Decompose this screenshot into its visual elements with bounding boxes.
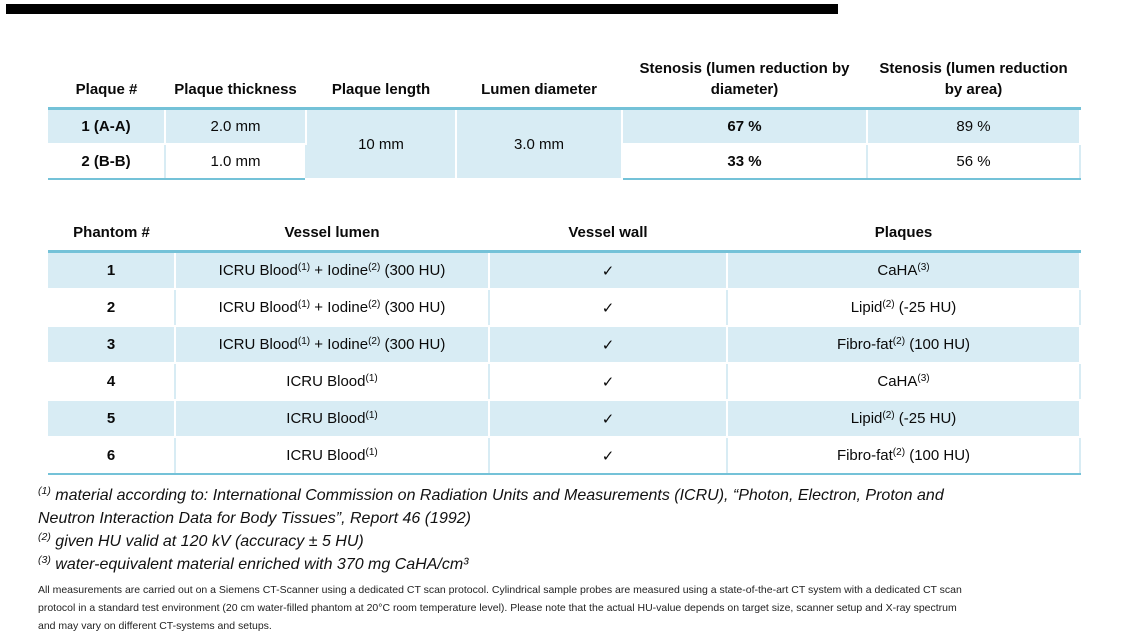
plaques-cell: Fibro-fat(2) (100 HU): [727, 437, 1081, 475]
header-stenosis-area: Stenosis (lumen reduction by area): [867, 56, 1080, 110]
plaque-table-header-row: Plaque # Plaque thickness Plaque length …: [48, 56, 1080, 110]
footnote-marker: (2): [38, 531, 51, 543]
vessel-lumen-cell: ICRU Blood(1) + Iodine(2) (300 HU): [175, 289, 490, 327]
phantom-table-row: 1 ICRU Blood(1) + Iodine(2) (300 HU) ✓ CaHA…: [48, 251, 1081, 290]
top-black-bar: [6, 4, 838, 14]
vessel-wall-check: ✓: [489, 400, 728, 438]
plaques-cell: Lipid(2) (-25 HU): [727, 289, 1081, 327]
lumen-diameter-cell: 3.0 mm: [456, 108, 623, 180]
phantom-number-cell: 6: [48, 437, 176, 475]
plaque-table-row: 2 (B-B) 1.0 mm 33 % 56 %: [48, 144, 1081, 180]
header-plaques: Plaques: [727, 206, 1080, 253]
phantom-number-cell: 1: [48, 251, 176, 290]
phantom-table-row: 6 ICRU Blood(1) ✓ Fibro-fat(2) (100 HU): [48, 437, 1081, 475]
footnote: (3) water-equivalent material enriched w…: [38, 554, 469, 573]
plaque-table: Plaque # Plaque thickness Plaque length …: [48, 56, 1081, 180]
phantom-table-row: 5 ICRU Blood(1) ✓ Lipid(2) (-25 HU): [48, 400, 1081, 438]
phantom-number-cell: 5: [48, 400, 176, 438]
disclaimer-text: All measurements are carried out on a Si…: [38, 584, 962, 632]
footnote-marker: (3): [38, 554, 51, 566]
vessel-wall-check: ✓: [489, 437, 728, 475]
stenosis-diameter-cell: 67 %: [622, 108, 868, 145]
header-plaque-thickness: Plaque thickness: [165, 56, 306, 110]
plaques-cell: Fibro-fat(2) (100 HU): [727, 326, 1081, 364]
plaque-table-row: 1 (A-A) 2.0 mm 10 mm 3.0 mm 67 % 89 %: [48, 108, 1081, 180]
vessel-wall-check: ✓: [489, 363, 728, 401]
stenosis-area-cell: 89 %: [867, 108, 1081, 145]
header-vessel-lumen: Vessel lumen: [175, 206, 489, 253]
phantom-table-row: 4 ICRU Blood(1) ✓ CaHA(3): [48, 363, 1081, 401]
phantom-number-cell: 2: [48, 289, 176, 327]
plaque-id-cell: 2 (B-B): [48, 144, 166, 180]
vessel-lumen-cell: ICRU Blood(1) + Iodine(2) (300 HU): [175, 326, 490, 364]
phantom-table-row: 2 ICRU Blood(1) + Iodine(2) (300 HU) ✓ Lipi…: [48, 289, 1081, 327]
plaque-thickness-cell: 2.0 mm: [165, 108, 307, 145]
plaques-cell: CaHA(3): [727, 251, 1081, 290]
header-lumen-diameter: Lumen diameter: [456, 56, 622, 110]
vessel-lumen-cell: ICRU Blood(1): [175, 400, 490, 438]
plaque-thickness-cell: 1.0 mm: [165, 144, 307, 180]
phantom-table-row: 3 ICRU Blood(1) + Iodine(2) (300 HU) ✓ Fibr…: [48, 326, 1081, 364]
plaque-length-cell: 10 mm: [306, 108, 457, 180]
plaques-cell: Lipid(2) (-25 HU): [727, 400, 1081, 438]
phantom-number-cell: 3: [48, 326, 176, 364]
header-phantom-number: Phantom #: [48, 206, 175, 253]
plaque-id-cell: 1 (A-A): [48, 108, 166, 145]
content-area: Plaque # Plaque thickness Plaque length …: [38, 56, 1081, 635]
footnote: (2) given HU valid at 120 kV (accuracy ±…: [38, 531, 364, 550]
vessel-wall-check: ✓: [489, 289, 728, 327]
vessel-lumen-cell: ICRU Blood(1): [175, 363, 490, 401]
phantom-table: Phantom # Vessel lumen Vessel wall Plaqu…: [48, 206, 1081, 475]
phantom-table-header-row: Phantom # Vessel lumen Vessel wall Plaqu…: [48, 206, 1080, 253]
header-plaque-number: Plaque #: [48, 56, 165, 110]
stenosis-diameter-cell: 33 %: [622, 144, 868, 180]
phantom-number-cell: 4: [48, 363, 176, 401]
footnote-marker: (1): [38, 485, 51, 497]
header-plaque-length: Plaque length: [306, 56, 456, 110]
vessel-lumen-cell: ICRU Blood(1): [175, 437, 490, 475]
vessel-lumen-cell: ICRU Blood(1) + Iodine(2) (300 HU): [175, 251, 490, 290]
vessel-wall-check: ✓: [489, 326, 728, 364]
footnotes: (1) material according to: International…: [38, 484, 1050, 576]
phantom-table-body: 1 ICRU Blood(1) + Iodine(2) (300 HU) ✓ CaHA…: [48, 251, 1081, 475]
plaques-cell: CaHA(3): [727, 363, 1081, 401]
header-stenosis-diameter: Stenosis (lumen reduction by diameter): [622, 56, 867, 110]
header-vessel-wall: Vessel wall: [489, 206, 727, 253]
vessel-wall-check: ✓: [489, 251, 728, 290]
stenosis-area-cell: 56 %: [867, 144, 1081, 180]
footnote: (1) material according to: International…: [38, 485, 944, 527]
